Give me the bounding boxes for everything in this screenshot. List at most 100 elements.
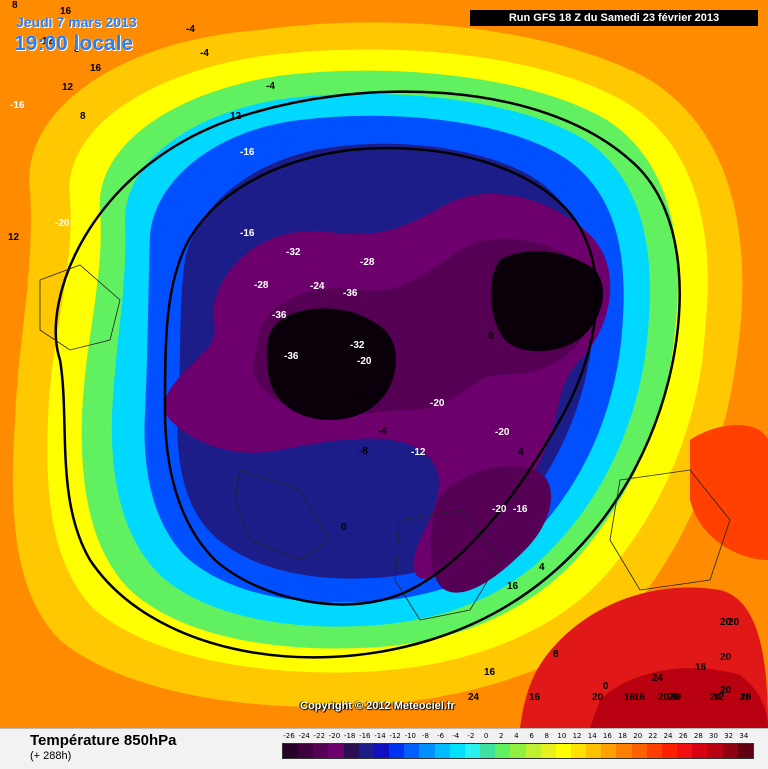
scale-tick-label: -12 <box>389 732 401 740</box>
scale-tick-label: -6 <box>437 732 445 740</box>
isotherm-label: 16 <box>484 667 496 678</box>
isotherm-label: 8 <box>80 111 86 122</box>
isotherm-label: 0 <box>341 522 347 533</box>
isotherm-label: -4 <box>186 24 195 35</box>
isotherm-label: -28 <box>360 257 375 268</box>
isotherm-label: -20 <box>357 356 372 367</box>
scale-tick-label: 24 <box>663 732 673 740</box>
scale-swatch <box>555 744 571 758</box>
scale-tick-label: 0 <box>483 732 489 740</box>
isotherm-zero <box>54 90 681 659</box>
scale-tick-label: -2 <box>467 732 475 740</box>
scale-tick-label: 22 <box>648 732 658 740</box>
isotherm-minus16 <box>163 146 598 606</box>
isotherm-label: 4 <box>539 562 545 573</box>
isotherm-label: 20 <box>658 692 670 703</box>
isotherm-label: 12 <box>8 232 20 243</box>
isotherm-label: -16 <box>513 504 528 515</box>
scale-tick-label: 34 <box>739 732 749 740</box>
scale-tick-label: 14 <box>587 732 597 740</box>
isotherm-label: 20 <box>740 692 752 703</box>
coastline-1 <box>39 264 121 351</box>
coastline-2 <box>234 469 331 561</box>
isotherm-label: 16 <box>529 692 541 703</box>
isotherm-label: -28 <box>254 280 269 291</box>
isotherm-label: 20 <box>720 685 732 696</box>
scale-tick-label: 30 <box>709 732 718 740</box>
scale-swatch <box>343 744 359 758</box>
isotherm-label: 8 <box>74 44 80 55</box>
isotherm-label: 16 <box>740 692 752 703</box>
scale-swatch <box>464 744 481 758</box>
scale-tick-label: -4 <box>452 732 460 740</box>
isotherm-label: 12 <box>62 82 74 93</box>
scale-tick-label: -16 <box>359 732 371 740</box>
isotherm-label: -8 <box>359 446 368 457</box>
isotherm-label: 4 <box>518 447 524 458</box>
isotherm-label: 8 <box>553 649 559 660</box>
isotherm-label: -20 <box>492 504 507 515</box>
scale-tick-label: -18 <box>343 732 356 740</box>
scale-swatch <box>389 744 405 758</box>
isotherm-label: 20 <box>592 692 604 703</box>
color-scale <box>282 743 754 759</box>
coastline-4 <box>609 469 731 591</box>
isotherm-label: 16 <box>634 692 646 703</box>
scale-swatch <box>586 744 602 758</box>
isotherm-label: -36 <box>284 351 299 362</box>
isotherm-label: -16 <box>240 147 255 158</box>
hot-core-se <box>590 668 768 728</box>
isotherm-label: -20 <box>430 398 445 409</box>
isotherm-label: 20 <box>668 692 680 703</box>
isotherm-label: -4 <box>266 81 275 92</box>
color-scale-labels: -26 -24 -22 -20 -18 -16 -14 -12 -10 -8 -6 -4 -2 0 2 4 6 8… <box>282 732 752 744</box>
scale-swatch <box>434 744 450 758</box>
scale-swatch <box>616 744 632 758</box>
isotherm-label: 16 <box>624 692 636 703</box>
scale-swatch <box>692 744 708 758</box>
scale-swatch <box>540 744 556 758</box>
scale-tick-label: -20 <box>328 732 341 740</box>
isotherm-label: -36 <box>272 310 287 321</box>
scale-swatch <box>722 744 738 758</box>
scale-swatch <box>449 744 465 758</box>
copyright: Copyright © 2012 Meteociel.fr <box>300 700 455 712</box>
scale-tick-label: -24 <box>298 732 310 740</box>
scale-swatch <box>570 744 587 758</box>
scale-tick-label: -22 <box>313 732 326 740</box>
scale-swatch <box>419 744 435 758</box>
forecast-date: Jeudi 7 mars 2013 <box>16 14 137 30</box>
isotherm-label: -20 <box>495 427 510 438</box>
core-west <box>266 308 396 420</box>
temperature-map: -16 8 12 16 12 8 16 -4 -4 -4 12 -20 12 8 -16 -16 -28 -36 -… <box>0 0 768 728</box>
isotherm-label: -36 <box>343 288 358 299</box>
scale-swatch <box>328 744 344 758</box>
scale-tick-label: 20 <box>633 732 643 740</box>
scale-tick-label: -10 <box>404 732 416 740</box>
scale-swatch <box>373 744 390 758</box>
scale-swatch <box>707 744 723 758</box>
scale-swatch <box>737 744 753 758</box>
scale-tick-label: -8 <box>421 732 429 740</box>
scale-tick-label: -26 <box>283 732 295 740</box>
isotherm-label: 16 <box>507 581 519 592</box>
forecast-time: 19:00 locale <box>14 32 134 55</box>
isotherm-label: 8 <box>12 0 18 11</box>
isotherm-label: -16 <box>240 228 255 239</box>
scale-swatch <box>646 744 662 758</box>
scale-tick-label: 6 <box>529 732 534 740</box>
isotherm-label: 12 <box>352 394 364 405</box>
scale-tick-label: 28 <box>693 732 703 740</box>
scale-swatch <box>313 744 329 758</box>
scale-tick-label: 2 <box>499 732 504 740</box>
scale-tick-label: 16 <box>602 732 612 740</box>
isotherm-label: -20 <box>55 218 70 229</box>
isotherm-label: 24 <box>468 692 480 703</box>
scale-tick-label: 26 <box>678 732 688 740</box>
scale-swatch <box>631 744 647 758</box>
scale-tick-label: 32 <box>724 732 734 740</box>
isotherm-label: 0 <box>603 681 609 692</box>
tongue-south <box>430 466 552 593</box>
scale-swatch <box>283 744 299 758</box>
isotherm-label: -12 <box>411 447 426 458</box>
